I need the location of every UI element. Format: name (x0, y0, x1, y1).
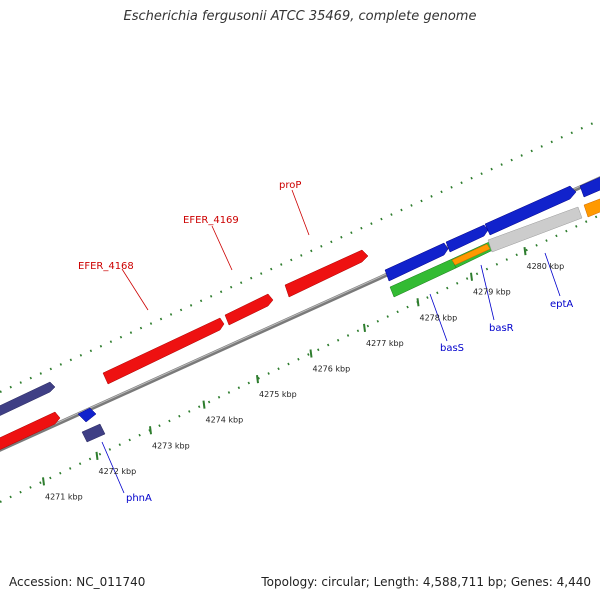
leader-phna (101, 441, 125, 494)
gene-basr-rna (451, 243, 491, 266)
major-tick (149, 426, 152, 435)
gene-label-bass: basS (440, 343, 464, 354)
inner-dotted-track (0, 214, 600, 503)
major-tick (416, 298, 420, 307)
gene-blue-a (384, 242, 449, 282)
reverse-strand-genes (77, 198, 600, 443)
gene-blue-b (445, 224, 489, 253)
major-tick (256, 374, 259, 384)
gene-blue-d (579, 176, 600, 198)
tick-label: 4278 kbp (420, 313, 458, 322)
gene-prop (284, 249, 369, 298)
tick-label: 4276 kbp (313, 364, 351, 373)
gene-label-efer-4169: EFER_4169 (183, 215, 239, 226)
gene-label-epta: eptA (550, 299, 573, 310)
tick-label: 4274 kbp (206, 416, 244, 425)
accession-text: Accession: NC_011740 (9, 575, 146, 589)
tick-label: 4272 kbp (99, 467, 137, 476)
inner-tick-track (0, 214, 600, 503)
leader-efer-4169 (211, 225, 233, 271)
leader-prop (291, 189, 310, 236)
tick-label: 4271 kbp (45, 492, 83, 501)
gene-efer-4169 (224, 293, 274, 326)
major-tick (470, 272, 473, 281)
leader-bass (429, 293, 448, 342)
gene-label-phna: phnA (126, 493, 152, 504)
tick-label: 4275 kbp (259, 390, 297, 399)
forward-strand-genes (0, 176, 600, 450)
outer-dotted-track (0, 118, 600, 394)
leader-efer-4168 (121, 268, 149, 311)
gene-blue-c (484, 185, 577, 236)
gene-red-left (0, 411, 61, 450)
gene-epta (487, 206, 583, 253)
major-tick (95, 451, 99, 460)
leader-basr (480, 264, 495, 321)
major-ticks (42, 246, 527, 486)
gene-phna (81, 423, 106, 443)
gene-label-basr: basR (489, 323, 514, 334)
major-tick (202, 400, 206, 409)
outer-tick-track (0, 118, 600, 394)
gene-navy-left (0, 381, 56, 416)
tick-label: 4273 kbp (152, 441, 190, 450)
major-tick (363, 323, 366, 333)
map-title: Escherichia fergusonii ATCC 35469, compl… (123, 9, 477, 24)
tick-label: 4277 kbp (366, 339, 404, 348)
gene-label-efer-4168: EFER_4168 (78, 261, 134, 272)
genome-summary-text: Topology: circular; Length: 4,588,711 bp… (261, 575, 591, 589)
major-tick (523, 246, 527, 256)
gene-efer-4168 (102, 317, 225, 385)
gene-blue-small (77, 407, 97, 423)
gene-label-prop: proP (279, 180, 301, 191)
tick-label: 4279 kbp (473, 288, 511, 297)
tick-label: 4280 kbp (527, 262, 565, 271)
major-tick (42, 477, 45, 486)
tick-labels: 4271 kbp 4272 kbp 4273 kbp 4274 kbp 4275 kbp… (45, 262, 564, 501)
label-leaders (101, 189, 561, 494)
gene-labels: EFER_4168 EFER_4169 proP phnA basS basR eptA (78, 180, 573, 504)
leader-epta (544, 252, 561, 297)
major-tick (309, 349, 313, 358)
gene-orange-right (583, 198, 600, 218)
